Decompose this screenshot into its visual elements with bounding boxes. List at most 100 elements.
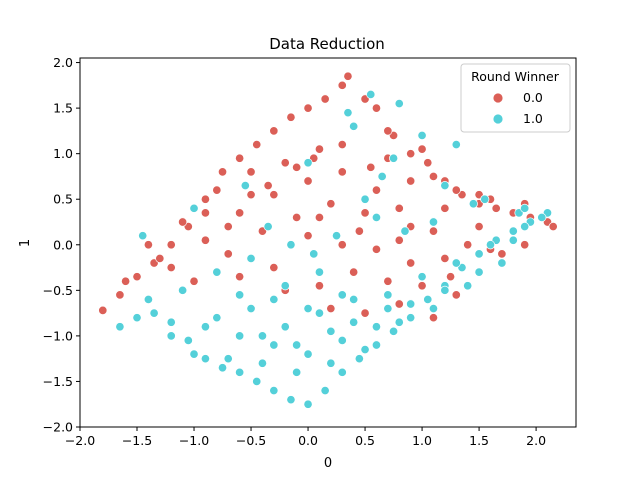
point-series-1	[212, 313, 222, 323]
point-series-1	[269, 340, 279, 350]
point-series-1	[463, 281, 473, 291]
point-series-1	[115, 322, 125, 332]
point-series-1	[212, 267, 222, 277]
point-series-1	[377, 171, 387, 181]
point-series-0	[451, 290, 461, 300]
x-axis-label: 0	[324, 456, 332, 471]
legend-marker-series-1	[492, 113, 504, 125]
point-series-1	[292, 367, 302, 377]
point-series-0	[423, 158, 433, 168]
y-axis-label: 1	[18, 239, 33, 247]
point-series-1	[331, 231, 342, 241]
legend: Round Winner 0.0 1.0	[460, 63, 571, 133]
y-tick-label: 1.0	[53, 146, 73, 161]
point-series-1	[246, 253, 256, 263]
y-tick-label: 2.0	[53, 55, 73, 70]
point-series-1	[383, 290, 393, 300]
point-series-1	[520, 203, 530, 213]
point-series-1	[349, 121, 359, 131]
point-series-1	[371, 212, 382, 222]
point-series-0	[212, 185, 222, 195]
point-series-0	[417, 281, 427, 291]
point-series-0	[440, 253, 450, 263]
point-series-1	[178, 285, 188, 295]
plot-frame	[79, 57, 577, 428]
point-series-0	[349, 267, 359, 277]
point-series-1	[400, 226, 410, 236]
point-series-1	[223, 354, 233, 364]
point-series-1	[406, 313, 416, 323]
point-series-0	[292, 212, 302, 222]
point-series-0	[337, 140, 347, 150]
point-series-1	[252, 376, 262, 386]
point-series-0	[406, 258, 416, 268]
point-series-0	[446, 272, 456, 282]
point-series-1	[508, 226, 518, 236]
x-tick-label: 1.0	[412, 433, 432, 448]
point-series-1	[468, 199, 478, 209]
point-series-1	[337, 290, 347, 300]
point-series-1	[257, 358, 267, 368]
point-series-1	[480, 194, 490, 204]
point-series-0	[520, 240, 530, 250]
point-series-1	[286, 395, 296, 405]
point-series-1	[417, 272, 427, 282]
point-series-1	[263, 222, 273, 232]
point-series-0	[360, 308, 370, 318]
point-series-1	[354, 354, 364, 364]
point-series-0	[314, 212, 324, 222]
point-series-0	[383, 276, 393, 286]
point-series-1	[349, 317, 359, 327]
point-series-1	[383, 304, 393, 314]
y-tick-label: −1.5	[43, 374, 73, 389]
point-series-1	[314, 308, 324, 318]
x-tick-label: 0.5	[355, 433, 375, 448]
point-series-0	[200, 235, 210, 245]
point-series-1	[474, 249, 484, 259]
point-series-1	[508, 235, 518, 245]
point-series-1	[349, 294, 359, 304]
point-series-0	[497, 249, 507, 259]
point-series-1	[520, 222, 530, 232]
point-series-0	[292, 162, 302, 172]
legend-marker-series-0	[492, 92, 504, 104]
point-series-1	[309, 249, 319, 259]
point-series-1	[200, 354, 210, 364]
point-series-0	[371, 103, 382, 113]
point-series-0	[394, 299, 404, 309]
point-series-1	[320, 386, 330, 396]
x-axis: −2.0 −1.5 −1.0 −0.5 0.0 0.5 1.0 1.5 2.0	[65, 427, 546, 448]
point-series-0	[246, 167, 256, 177]
point-series-1	[257, 331, 267, 341]
point-series-1	[537, 212, 547, 222]
point-series-0	[269, 263, 279, 273]
point-series-1	[417, 130, 427, 140]
point-series-1	[337, 335, 347, 345]
point-series-0	[246, 190, 256, 200]
point-series-1	[440, 181, 450, 191]
x-tick-label: 0.0	[298, 433, 318, 448]
point-series-1	[360, 345, 370, 355]
x-tick-label: −0.5	[236, 433, 266, 448]
point-series-1	[235, 331, 245, 341]
y-tick-label: 0.0	[53, 237, 73, 252]
point-series-0	[440, 203, 450, 213]
point-series-1	[371, 340, 382, 350]
point-series-1	[371, 322, 382, 332]
legend-label-series-0: 0.0	[523, 90, 543, 105]
point-series-1	[440, 285, 450, 295]
point-series-1	[326, 358, 336, 368]
point-series-1	[240, 181, 250, 191]
point-series-1	[389, 326, 399, 336]
point-series-1	[451, 140, 461, 150]
point-series-1	[485, 240, 496, 250]
y-tick-label: 1.5	[53, 101, 73, 116]
point-series-1	[246, 304, 256, 314]
y-tick-label: −0.5	[43, 283, 73, 298]
point-series-0	[326, 199, 336, 209]
point-series-0	[132, 272, 142, 282]
x-tick-label: 1.5	[469, 433, 489, 448]
point-series-1	[303, 349, 313, 359]
point-series-0	[286, 112, 296, 122]
